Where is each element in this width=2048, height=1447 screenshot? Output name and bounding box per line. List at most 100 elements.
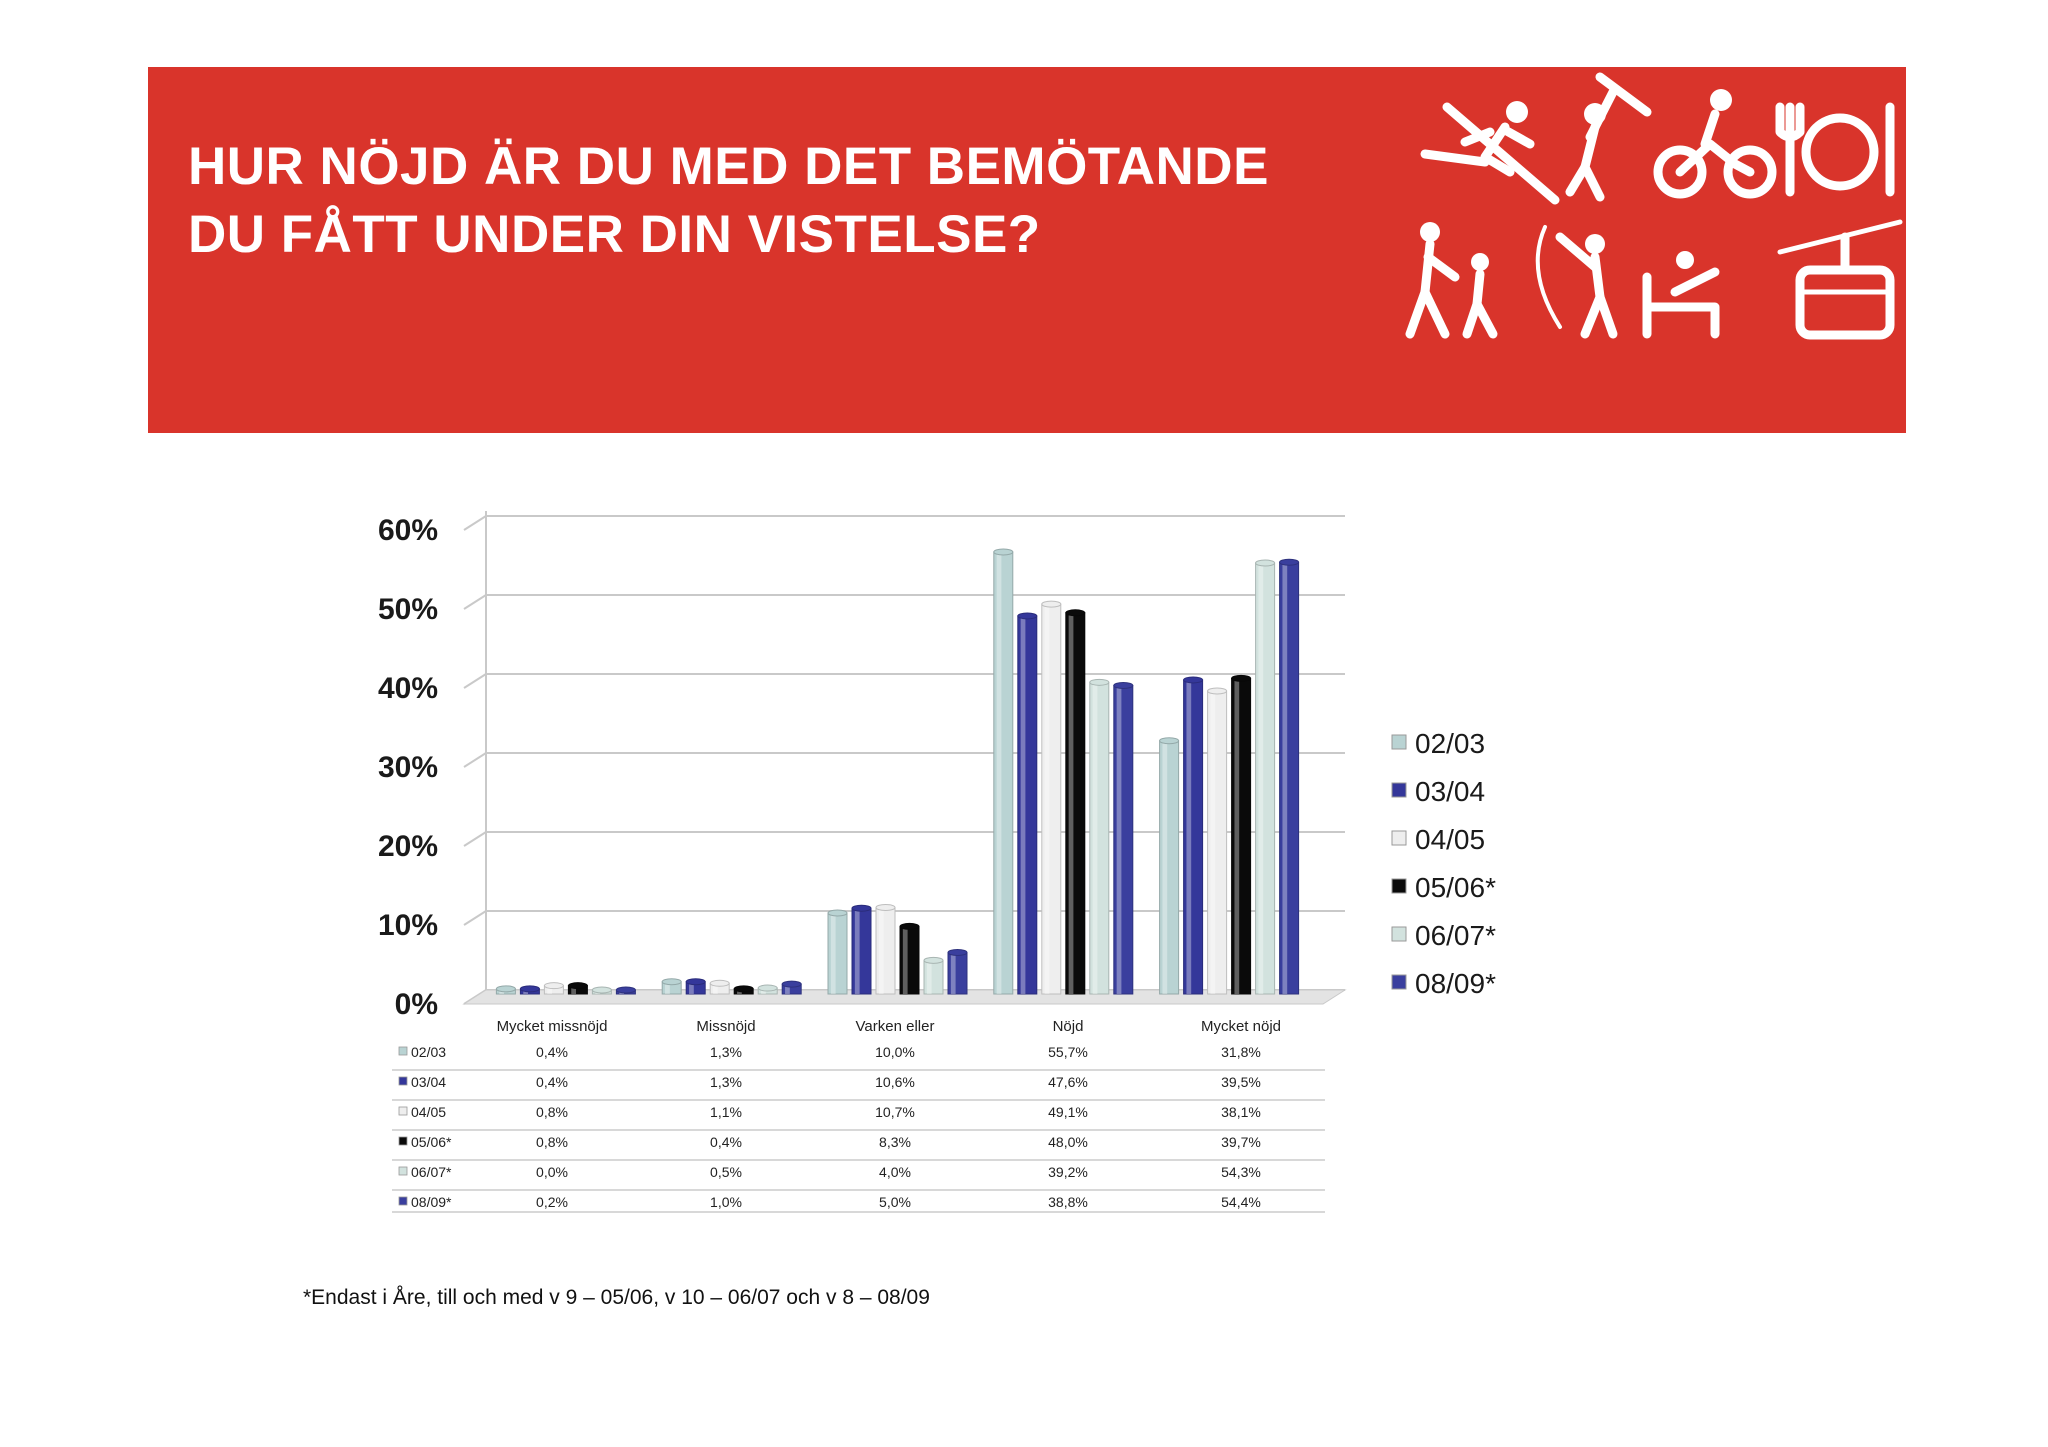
bar-highlight	[926, 960, 932, 994]
bar	[495, 985, 516, 995]
bar	[947, 949, 968, 995]
bar-cap	[543, 982, 564, 990]
bar	[875, 903, 896, 995]
table-row-swatch	[398, 1136, 408, 1146]
table-cell: 38,1%	[1221, 1104, 1261, 1120]
bar-highlight	[1116, 685, 1122, 994]
activity-icons	[1405, 72, 1903, 340]
table-cell: 1,0%	[710, 1194, 742, 1210]
table-column-header: Varken eller	[856, 1018, 935, 1035]
table-cell: 0,8%	[536, 1104, 568, 1120]
legend-swatch	[1391, 926, 1407, 942]
bar	[1041, 600, 1062, 995]
chart-bars	[495, 548, 1300, 995]
chart-data-table: Mycket missnöjd Missnöjd Varken eller Nöjd M…	[392, 1018, 1325, 1213]
table-row-swatch	[398, 1076, 408, 1086]
y-tick-label: 40%	[378, 672, 438, 705]
table-cell: 49,1%	[1048, 1104, 1088, 1120]
bar	[781, 980, 802, 995]
bar-cap	[827, 909, 848, 917]
y-tick-label: 0%	[395, 988, 438, 1021]
bar-cap	[1065, 609, 1086, 617]
bar-highlight	[713, 983, 718, 994]
bar-cap	[1279, 558, 1300, 566]
table-row-swatch	[398, 1046, 408, 1056]
legend-label: 05/06*	[1415, 872, 1496, 903]
table-cell: 0,0%	[536, 1164, 568, 1180]
bar-cap	[1255, 559, 1276, 567]
bar-cap	[993, 548, 1014, 556]
table-cell: 48,0%	[1048, 1134, 1088, 1150]
bar-highlight	[1186, 679, 1192, 994]
bar-cap	[709, 979, 730, 987]
bar	[1231, 674, 1252, 995]
climber-icon	[1565, 72, 1652, 202]
skier-icon	[1420, 101, 1560, 205]
gridline-slant	[463, 910, 487, 926]
table-column-header: Missnöjd	[696, 1018, 755, 1035]
cable-car-icon	[1777, 219, 1903, 340]
bar-cap	[757, 984, 778, 992]
bar-cap	[899, 922, 920, 930]
bar-cap	[591, 986, 612, 994]
table-cell: 0,4%	[536, 1044, 568, 1060]
page-title: HUR NÖJD ÄR DU MED DET BEMÖTANDE DU FÅTT…	[188, 133, 1428, 269]
bar-body	[993, 551, 1014, 995]
header-banner	[148, 67, 1906, 433]
table-cell: 38,8%	[1048, 1194, 1088, 1210]
table-column-header: Mycket nöjd	[1201, 1018, 1281, 1035]
hikers-icon	[1405, 222, 1498, 339]
bar-cap	[1089, 678, 1110, 686]
legend-swatch	[1391, 830, 1407, 846]
gridline-slant	[463, 831, 487, 847]
bar	[661, 978, 682, 995]
bar-highlight	[1044, 604, 1050, 994]
bar-highlight	[830, 913, 836, 994]
bar-highlight	[785, 984, 790, 994]
table-row-swatch	[398, 1166, 408, 1176]
legend-label: 08/09*	[1415, 968, 1496, 999]
bar	[1255, 559, 1276, 995]
table-cell: 0,4%	[536, 1074, 568, 1090]
table-cell: 31,8%	[1221, 1044, 1261, 1060]
bar-cap	[495, 985, 516, 993]
table-row-label: 08/09*	[411, 1194, 452, 1210]
bar-highlight	[571, 985, 576, 994]
bar-cap	[851, 904, 872, 912]
bar	[685, 978, 706, 995]
bar	[1065, 609, 1086, 995]
bar-cap	[1041, 600, 1062, 608]
bar	[1113, 681, 1134, 995]
bar-cap	[1159, 737, 1180, 745]
table-cell: 1,3%	[710, 1044, 742, 1060]
bar-cap	[947, 949, 968, 956]
bar-highlight	[1282, 562, 1288, 994]
legend-label: 06/07*	[1415, 920, 1496, 951]
bar-cap	[519, 985, 540, 993]
table-cell: 10,7%	[875, 1104, 915, 1120]
chart-legend: 02/03 03/04 04/05 05/06* 06/07* 08/09*	[1391, 728, 1496, 999]
table-cell: 39,5%	[1221, 1074, 1261, 1090]
y-tick-label: 50%	[378, 593, 438, 626]
bar	[1207, 687, 1228, 995]
table-cell: 10,0%	[875, 1044, 915, 1060]
table-cell: 54,3%	[1221, 1164, 1261, 1180]
table-cell: 10,6%	[875, 1074, 915, 1090]
legend-swatch	[1391, 974, 1407, 990]
y-tick-label: 30%	[378, 751, 438, 784]
bar-cap	[615, 986, 636, 994]
gridline-slant	[463, 515, 487, 531]
table-row-label: 04/05	[411, 1104, 446, 1120]
bar-cap	[1207, 687, 1228, 695]
bar-highlight	[1162, 740, 1168, 994]
gridline-slant	[463, 594, 487, 610]
bar-cap	[567, 982, 588, 990]
table-cell: 47,6%	[1048, 1074, 1088, 1090]
bar-highlight	[547, 985, 552, 994]
legend-label: 02/03	[1415, 728, 1485, 759]
bar-cap	[685, 978, 706, 986]
bar	[1159, 737, 1180, 995]
fork-plate-knife-icon	[1775, 102, 1895, 197]
bar	[851, 904, 872, 995]
bar-cap	[923, 956, 944, 964]
